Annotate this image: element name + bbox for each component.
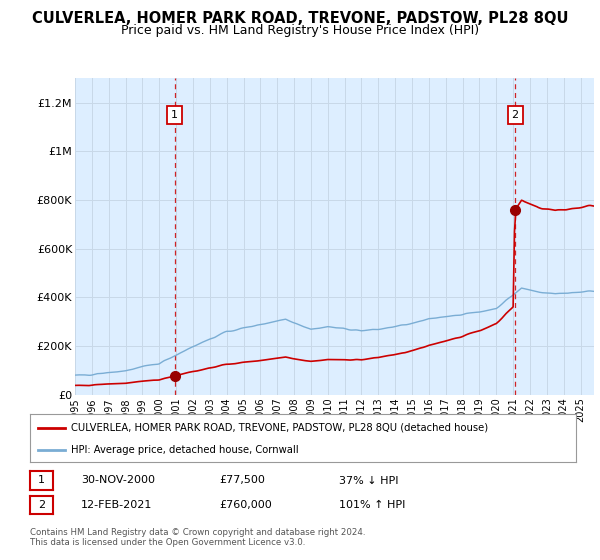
Text: 2: 2 xyxy=(38,500,45,510)
Text: 2: 2 xyxy=(512,110,518,120)
Text: 101% ↑ HPI: 101% ↑ HPI xyxy=(339,500,406,510)
Text: £77,500: £77,500 xyxy=(219,475,265,486)
Text: Contains HM Land Registry data © Crown copyright and database right 2024.
This d: Contains HM Land Registry data © Crown c… xyxy=(30,528,365,547)
Text: 1: 1 xyxy=(171,110,178,120)
Text: £760,000: £760,000 xyxy=(219,500,272,510)
Text: 37% ↓ HPI: 37% ↓ HPI xyxy=(339,475,398,486)
Text: CULVERLEA, HOMER PARK ROAD, TREVONE, PADSTOW, PL28 8QU (detached house): CULVERLEA, HOMER PARK ROAD, TREVONE, PAD… xyxy=(71,423,488,433)
Text: HPI: Average price, detached house, Cornwall: HPI: Average price, detached house, Corn… xyxy=(71,445,299,455)
Text: 30-NOV-2000: 30-NOV-2000 xyxy=(81,475,155,486)
Text: CULVERLEA, HOMER PARK ROAD, TREVONE, PADSTOW, PL28 8QU: CULVERLEA, HOMER PARK ROAD, TREVONE, PAD… xyxy=(32,11,568,26)
Text: 12-FEB-2021: 12-FEB-2021 xyxy=(81,500,152,510)
Text: 1: 1 xyxy=(38,475,45,486)
Text: Price paid vs. HM Land Registry's House Price Index (HPI): Price paid vs. HM Land Registry's House … xyxy=(121,24,479,37)
